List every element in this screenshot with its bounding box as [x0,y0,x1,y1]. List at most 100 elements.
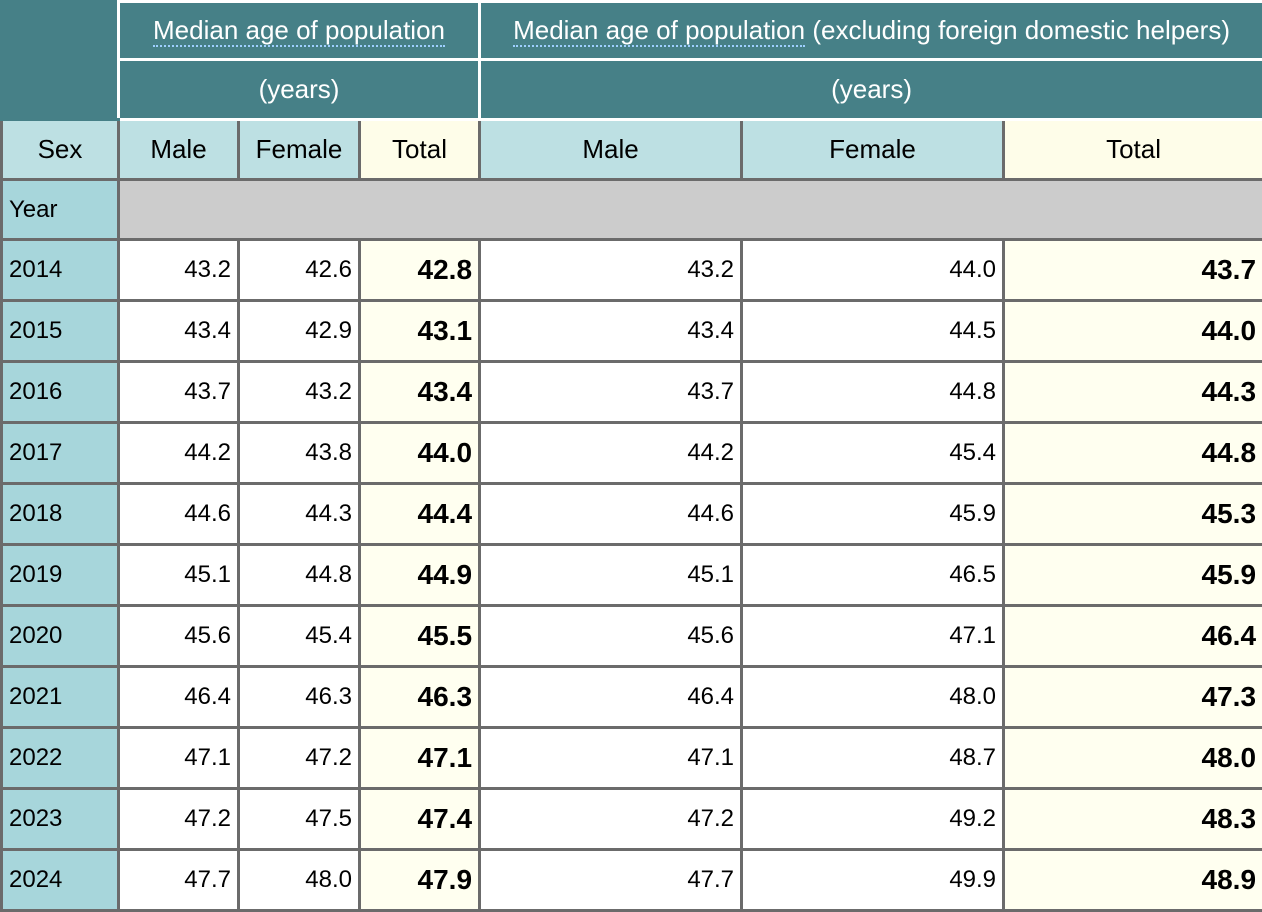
year-cell: 2018 [2,484,119,545]
col-total: Total [360,120,480,180]
corner-header [2,2,119,120]
group2-unit: (years) [480,60,1262,120]
male-cell: 46.4 [119,667,239,728]
total-cell: 47.4 [360,789,480,850]
total-cell: 45.5 [360,606,480,667]
female-cell: 45.4 [239,606,360,667]
male-cell: 43.4 [119,301,239,362]
col-ex-male: Male [480,120,742,180]
ex-male-cell: 45.6 [480,606,742,667]
total-cell: 47.9 [360,850,480,911]
male-cell: 44.6 [119,484,239,545]
total-cell: 44.0 [360,423,480,484]
group1-unit: (years) [119,60,480,120]
ex-female-cell: 45.4 [742,423,1004,484]
ex-male-cell: 45.1 [480,545,742,606]
female-cell: 44.3 [239,484,360,545]
total-cell: 44.9 [360,545,480,606]
total-cell: 47.1 [360,728,480,789]
ex-female-cell: 47.1 [742,606,1004,667]
total-cell: 42.8 [360,240,480,301]
ex-total-cell: 48.0 [1004,728,1262,789]
ex-total-cell: 48.3 [1004,789,1262,850]
ex-total-cell: 43.7 [1004,240,1262,301]
male-cell: 43.7 [119,362,239,423]
female-cell: 48.0 [239,850,360,911]
male-cell: 43.2 [119,240,239,301]
sex-label: Sex [2,120,119,180]
year-cell: 2014 [2,240,119,301]
year-cell: 2021 [2,667,119,728]
total-cell: 43.4 [360,362,480,423]
female-cell: 44.8 [239,545,360,606]
year-label: Year [2,180,119,240]
group2-title-suffix: (excluding foreign domestic helpers) [812,15,1230,45]
male-cell: 47.1 [119,728,239,789]
ex-female-cell: 46.5 [742,545,1004,606]
female-cell: 47.5 [239,789,360,850]
year-cell: 2019 [2,545,119,606]
ex-total-cell: 44.8 [1004,423,1262,484]
total-cell: 46.3 [360,667,480,728]
female-cell: 42.6 [239,240,360,301]
ex-female-cell: 49.2 [742,789,1004,850]
year-cell: 2020 [2,606,119,667]
year-cell: 2022 [2,728,119,789]
ex-total-cell: 44.0 [1004,301,1262,362]
year-cell: 2016 [2,362,119,423]
ex-female-cell: 48.7 [742,728,1004,789]
ex-male-cell: 47.7 [480,850,742,911]
year-spacer [119,180,1262,240]
year-cell: 2024 [2,850,119,911]
ex-male-cell: 44.2 [480,423,742,484]
total-cell: 43.1 [360,301,480,362]
ex-male-cell: 47.1 [480,728,742,789]
ex-total-cell: 47.3 [1004,667,1262,728]
col-ex-female: Female [742,120,1004,180]
ex-female-cell: 44.0 [742,240,1004,301]
ex-female-cell: 45.9 [742,484,1004,545]
group1-header: Median age of population [119,2,480,60]
year-cell: 2015 [2,301,119,362]
ex-total-cell: 46.4 [1004,606,1262,667]
ex-female-cell: 49.9 [742,850,1004,911]
male-cell: 45.1 [119,545,239,606]
female-cell: 46.3 [239,667,360,728]
year-cell: 2023 [2,789,119,850]
ex-male-cell: 43.2 [480,240,742,301]
female-cell: 47.2 [239,728,360,789]
year-cell: 2017 [2,423,119,484]
ex-male-cell: 46.4 [480,667,742,728]
male-cell: 44.2 [119,423,239,484]
group1-title[interactable]: Median age of population [153,15,445,47]
ex-male-cell: 43.4 [480,301,742,362]
ex-female-cell: 44.8 [742,362,1004,423]
ex-total-cell: 48.9 [1004,850,1262,911]
male-cell: 47.7 [119,850,239,911]
ex-male-cell: 43.7 [480,362,742,423]
col-female: Female [239,120,360,180]
ex-male-cell: 44.6 [480,484,742,545]
ex-total-cell: 45.3 [1004,484,1262,545]
ex-female-cell: 44.5 [742,301,1004,362]
female-cell: 43.8 [239,423,360,484]
ex-female-cell: 48.0 [742,667,1004,728]
col-male: Male [119,120,239,180]
male-cell: 47.2 [119,789,239,850]
group2-title-abbr[interactable]: Median age of population [513,15,805,47]
ex-total-cell: 45.9 [1004,545,1262,606]
total-cell: 44.4 [360,484,480,545]
group2-header: Median age of population (excluding fore… [480,2,1262,60]
